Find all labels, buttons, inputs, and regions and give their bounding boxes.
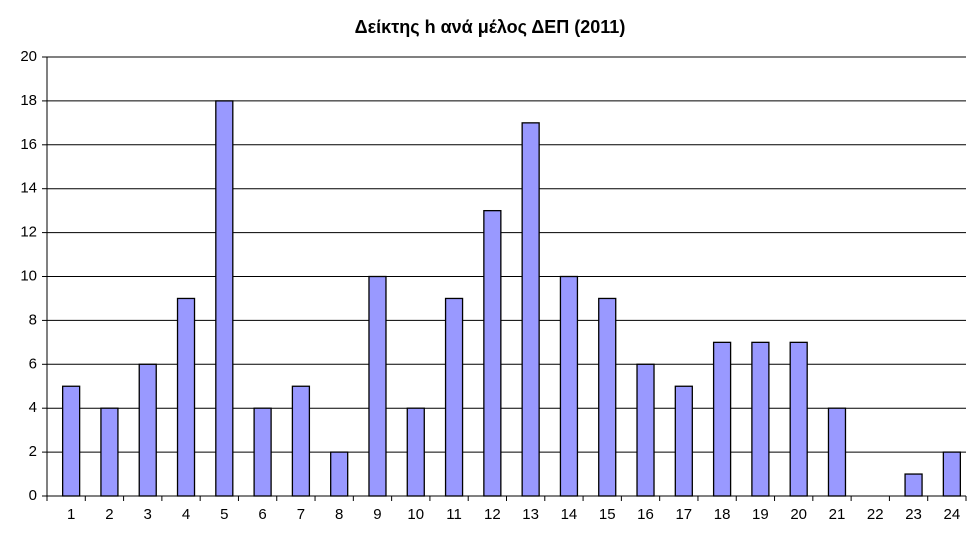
x-tick-label: 24 xyxy=(944,506,961,523)
bar xyxy=(942,451,962,497)
y-tick-label: 10 xyxy=(20,267,37,284)
x-tick-label: 8 xyxy=(335,506,343,523)
y-tick-label: 14 xyxy=(20,180,37,197)
x-tick-label: 1 xyxy=(67,506,75,523)
bar xyxy=(598,297,617,497)
x-tick-label: 4 xyxy=(182,506,190,523)
y-tick-label: 2 xyxy=(29,443,37,460)
bar xyxy=(176,297,196,497)
y-tick-label: 16 xyxy=(20,136,37,153)
bar xyxy=(751,341,770,497)
x-tick-label: 23 xyxy=(905,506,922,523)
bar xyxy=(215,100,234,497)
x-tick-label: 2 xyxy=(105,506,113,523)
bar xyxy=(253,407,272,497)
x-tick-label: 16 xyxy=(637,506,654,523)
bar xyxy=(483,209,502,497)
x-tick-label: 22 xyxy=(867,506,884,523)
bar xyxy=(291,385,311,497)
y-tick-label: 8 xyxy=(29,311,37,328)
x-tick-label: 9 xyxy=(373,506,381,523)
bar xyxy=(100,407,119,497)
x-tick-label: 14 xyxy=(561,506,578,523)
bar xyxy=(521,122,540,497)
bar xyxy=(406,407,425,497)
x-tick-label: 10 xyxy=(407,506,424,523)
bar xyxy=(368,275,387,497)
y-tick-label: 20 xyxy=(20,48,37,65)
chart-title: Δείκτης h ανά μέλος ΔΕΠ (2011) xyxy=(355,17,626,37)
bar xyxy=(138,363,157,497)
x-tick-label: 6 xyxy=(258,506,266,523)
bar xyxy=(674,385,693,497)
x-tick-label: 13 xyxy=(522,506,539,523)
bar xyxy=(444,297,464,497)
y-tick-label: 0 xyxy=(29,487,37,504)
bar xyxy=(330,451,349,497)
bar xyxy=(712,341,732,497)
x-tick-label: 3 xyxy=(144,506,152,523)
y-tick-label: 12 xyxy=(20,224,37,241)
x-tick-label: 5 xyxy=(220,506,228,523)
x-tick-label: 20 xyxy=(790,506,807,523)
x-tick-label: 12 xyxy=(484,506,501,523)
x-tick-label: 11 xyxy=(446,506,462,523)
x-tick-label: 19 xyxy=(752,506,769,523)
bar xyxy=(559,275,579,497)
x-tick-label: 18 xyxy=(714,506,731,523)
bar xyxy=(636,363,655,497)
y-tick-label: 6 xyxy=(29,355,37,372)
bar xyxy=(789,341,808,497)
x-tick-label: 7 xyxy=(297,506,305,523)
bar xyxy=(904,473,923,497)
x-tick-label: 21 xyxy=(829,506,846,523)
bar xyxy=(827,407,847,497)
bar xyxy=(61,385,81,497)
y-tick-label: 18 xyxy=(20,92,37,109)
y-tick-label: 4 xyxy=(29,399,37,416)
x-tick-label: 17 xyxy=(675,506,692,523)
x-tick-label: 15 xyxy=(599,506,616,523)
